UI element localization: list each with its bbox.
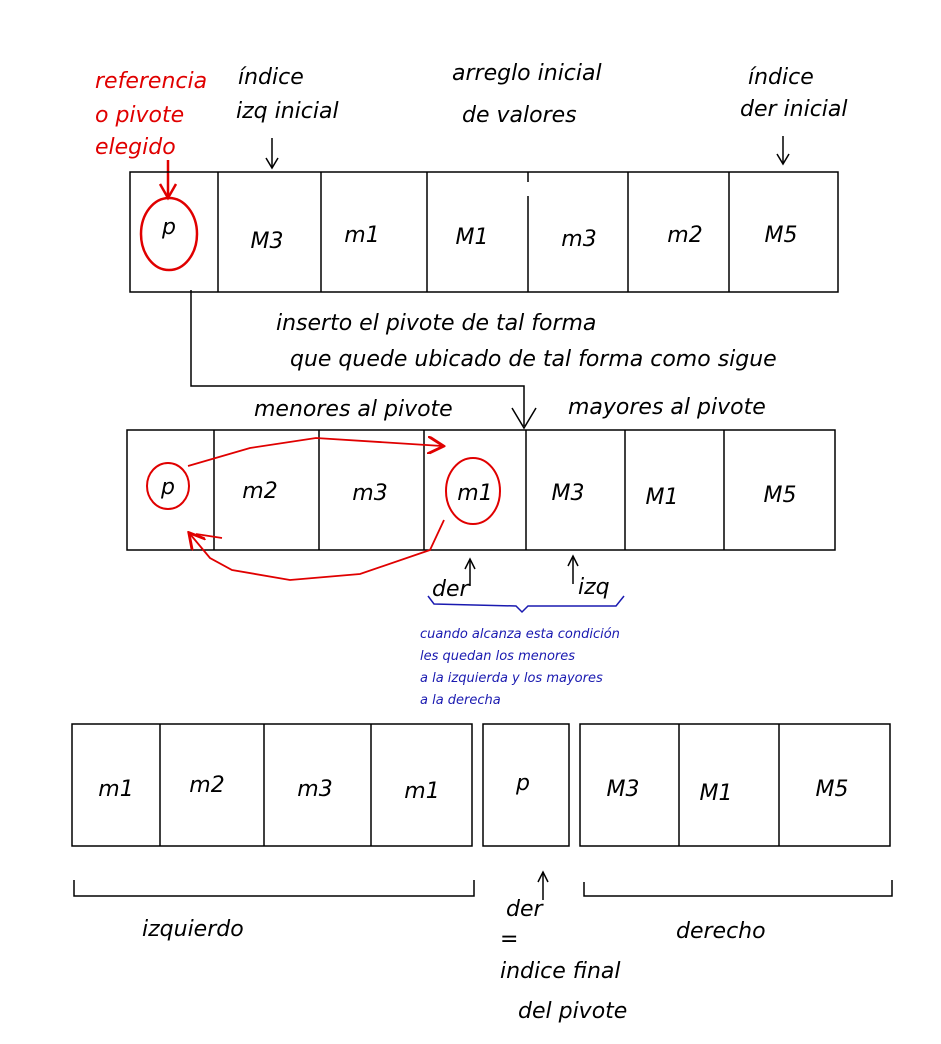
final-pointer-line2: = <box>500 927 518 952</box>
top-arrows <box>158 136 790 201</box>
middle-cell: m3 <box>352 481 387 506</box>
middle-cell: M1 <box>646 485 679 510</box>
pivot-label-line1: referencia <box>95 69 207 94</box>
caption-line2: que quede ubicado de tal forma como sigu… <box>290 347 777 372</box>
bottom-labels: izquierdo derecho der = indice final del… <box>142 897 766 1024</box>
der-pointer-label: der <box>432 577 471 602</box>
swap-arrow-back <box>190 519 445 581</box>
middle-cell: m1 <box>457 481 492 506</box>
note-line2: les quedan los menores <box>420 649 575 664</box>
pivot-cell: p <box>515 771 530 796</box>
note-line4: a la derecha <box>420 693 501 708</box>
smaller-label: menores al pivote <box>254 397 453 422</box>
middle-captions: inserto el pivote de tal forma que quede… <box>254 311 777 422</box>
right-bracket <box>583 880 893 897</box>
top-cell: M3 <box>251 229 284 254</box>
final-pointer-line3: indice final <box>500 959 621 984</box>
middle-cell: M5 <box>764 483 797 508</box>
array-label-line2: de valores <box>462 103 577 128</box>
left-bracket <box>73 880 475 897</box>
top-cell: m1 <box>344 223 379 248</box>
insert-connector <box>190 290 537 430</box>
condition-brace <box>427 595 625 614</box>
right-partition-label: derecho <box>676 919 766 944</box>
swap-arrows <box>187 438 445 581</box>
middle-cells: p m2 m3 m1 M3 M1 M5 <box>160 475 796 510</box>
middle-cell: m2 <box>242 479 277 504</box>
right-index-label-line1: índice <box>748 65 814 90</box>
right-cell: M5 <box>816 777 849 802</box>
izq-pointer-label: izq <box>578 575 610 600</box>
array-label-line1: arreglo inicial <box>452 61 602 86</box>
top-array-frame <box>129 171 839 293</box>
top-labels: referencia o pivote elegido índice izq i… <box>95 61 848 160</box>
right-partition-frame <box>579 723 891 847</box>
final-pointer-line1: der <box>506 897 545 922</box>
right-index-label-line2: der inicial <box>740 97 848 122</box>
top-array <box>129 171 839 293</box>
middle-cell: p <box>160 475 175 500</box>
insert-path <box>190 290 525 426</box>
swap-arrow-forward <box>187 438 442 467</box>
left-partition-frame <box>71 723 473 847</box>
top-pivot-circle <box>139 196 199 272</box>
middle-swap-circle <box>445 457 501 525</box>
top-cell: M1 <box>456 225 489 250</box>
der-pointer-head <box>464 557 476 570</box>
right-cell: M3 <box>607 777 640 802</box>
condition-note: cuando alcanza esta condición les quedan… <box>420 627 620 708</box>
bottom-cells: m1 m2 m3 m1 p M3 M1 M5 <box>98 771 848 806</box>
partition-brackets <box>73 870 893 900</box>
greater-label: mayores al pivote <box>568 395 766 420</box>
pivot-label-line2: o pivote <box>95 103 184 128</box>
final-pointer-line4: del pivote <box>518 999 627 1024</box>
right-index-arrow-head <box>776 153 790 166</box>
left-cell: m1 <box>98 777 133 802</box>
left-cell: m2 <box>189 773 224 798</box>
top-cell: m2 <box>667 223 702 248</box>
left-cell: m3 <box>297 777 332 802</box>
middle-pointers <box>464 554 579 586</box>
swap-arrow-back-tail <box>195 533 223 539</box>
izq-pointer-head <box>567 554 579 567</box>
top-cell: M5 <box>765 223 798 248</box>
right-cell: M1 <box>700 781 733 806</box>
caption-line1: inserto el pivote de tal forma <box>276 311 596 336</box>
top-cells: p M3 m1 M1 m3 m2 M5 <box>161 215 797 254</box>
top-cell: m3 <box>561 227 596 252</box>
middle-array <box>126 429 836 551</box>
left-cell: m1 <box>404 779 439 804</box>
final-pointer-head <box>537 870 549 883</box>
pivot-frame <box>482 723 570 847</box>
bottom-arrays <box>71 723 891 847</box>
top-cell: p <box>161 215 176 240</box>
middle-cell: M3 <box>552 481 585 506</box>
note-line1: cuando alcanza esta condición <box>420 627 620 642</box>
note-line3: a la izquierda y los mayores <box>420 671 603 686</box>
left-index-label-line2: izq inicial <box>236 99 339 124</box>
middle-array-frame <box>126 429 836 551</box>
left-partition-label: izquierdo <box>142 917 244 942</box>
middle-pivot-circle <box>146 462 190 510</box>
left-index-arrow-head <box>265 157 279 170</box>
left-index-label-line1: índice <box>238 65 304 90</box>
insert-arrow-head <box>511 407 537 430</box>
pivot-label-line3: elegido <box>95 135 176 160</box>
